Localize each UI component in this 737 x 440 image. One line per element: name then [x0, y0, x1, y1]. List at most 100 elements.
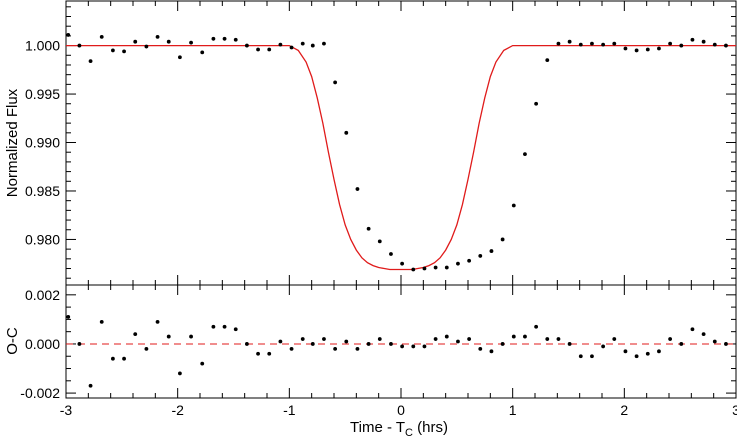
- flux-y-tick-label: 0.985: [25, 183, 60, 199]
- residual-data-point: [534, 324, 539, 329]
- residual-data-point: [166, 334, 171, 339]
- residual-data-point: [245, 342, 249, 346]
- residual-data-point: [657, 349, 661, 354]
- flux-data-point: [211, 36, 216, 41]
- flux-data-point: [88, 59, 93, 63]
- flux-data-point: [355, 187, 360, 191]
- flux-data-point: [601, 42, 606, 47]
- residual-panel-frame: [65, 284, 737, 399]
- flux-data-point: [233, 37, 238, 42]
- time-x-tick-label: 0: [397, 402, 405, 418]
- flux-data-point: [166, 39, 171, 44]
- flux-data-point: [66, 33, 71, 37]
- residual-data-point: [300, 337, 305, 341]
- flux-data-point: [634, 48, 639, 53]
- flux-data-point: [422, 266, 427, 271]
- flux-data-point: [444, 265, 449, 270]
- time-x-tick-label: 3: [732, 402, 737, 418]
- residual-data-point: [200, 361, 205, 366]
- residual-data-point: [377, 337, 382, 341]
- flux-data-point: [245, 43, 249, 48]
- flux-data-point: [333, 80, 338, 85]
- flux-data-point: [133, 39, 138, 44]
- flux-data-point: [534, 101, 539, 106]
- flux-data-point: [645, 47, 650, 52]
- flux-y-tick-label: 0.995: [25, 86, 60, 102]
- flux-y-tick-label: 0.990: [25, 135, 60, 151]
- flux-data-point: [467, 258, 472, 263]
- flux-data-point: [478, 254, 483, 258]
- flux-data-point: [200, 50, 205, 55]
- residual-data-point: [333, 346, 338, 351]
- residual-data-point: [400, 344, 405, 349]
- residual-data-point: [433, 337, 438, 341]
- residual-data-point: [556, 337, 561, 341]
- flux-data-points: [66, 33, 728, 272]
- flux-data-point: [256, 47, 260, 52]
- flux-data-point: [300, 41, 305, 46]
- residual-data-point: [322, 337, 326, 341]
- residual-data-point: [189, 334, 193, 339]
- residual-data-point: [578, 354, 583, 359]
- residual-data-point: [523, 334, 527, 339]
- residual-data-point: [712, 339, 717, 344]
- flux-data-point: [578, 42, 583, 47]
- residual-data-point: [511, 334, 516, 339]
- flux-data-point: [178, 55, 182, 60]
- flux-data-point: [400, 261, 405, 266]
- time-x-tick-labels: -3 -2 -1 0 1 2 3: [60, 402, 737, 418]
- flux-data-point: [456, 261, 460, 266]
- residual-data-point: [567, 342, 572, 346]
- flux-data-point: [366, 226, 371, 231]
- time-x-tick-label: -2: [171, 402, 184, 418]
- residual-data-point: [233, 327, 238, 332]
- residual-data-point: [467, 337, 472, 341]
- residual-data-point: [612, 337, 617, 341]
- residual-data-point: [444, 334, 449, 339]
- time-x-tick-label: -3: [60, 402, 73, 418]
- flux-panel-ticks: [65, 1, 737, 285]
- residual-panel: -0.002 0.000 0.002 -3 -2 -1 0 1 2 3 O-C Time - T…: [4, 284, 737, 439]
- flux-data-point: [377, 239, 382, 244]
- flux-data-point: [724, 43, 728, 48]
- flux-data-point: [310, 43, 315, 48]
- residual-data-point: [122, 356, 126, 361]
- flux-data-point: [155, 34, 160, 39]
- time-x-tick-label: 2: [620, 402, 628, 418]
- flux-data-point: [278, 42, 283, 47]
- flux-data-point: [267, 47, 272, 52]
- residual-data-point: [623, 349, 628, 354]
- flux-data-point: [545, 58, 550, 63]
- flux-data-point: [612, 41, 617, 46]
- residual-data-point: [355, 346, 360, 351]
- residual-data-point: [99, 319, 104, 324]
- residual-data-point: [344, 339, 349, 344]
- flux-data-point: [289, 45, 294, 50]
- flux-panel: 0.980 0.985 0.990 0.995 1.000 Normalized Flu…: [4, 0, 737, 286]
- residual-y-tick-label: 0.002: [25, 287, 60, 303]
- flux-data-point: [623, 46, 628, 51]
- flux-data-point: [411, 267, 416, 272]
- flux-data-point: [500, 237, 505, 242]
- flux-data-point: [657, 46, 661, 51]
- residual-data-point: [422, 344, 427, 349]
- residual-data-point: [256, 351, 260, 356]
- flux-data-point: [701, 39, 706, 44]
- time-x-axis-label: Time - TC (hrs): [350, 419, 448, 439]
- residual-data-point: [144, 346, 149, 351]
- residual-data-point: [66, 315, 71, 319]
- residual-y-tick-labels: -0.002 0.000 0.002: [20, 287, 60, 401]
- time-x-tick-label: 1: [509, 402, 517, 418]
- residual-data-point: [411, 344, 416, 349]
- flux-data-point: [389, 252, 393, 256]
- residual-data-point: [634, 354, 639, 359]
- flux-data-point: [344, 130, 349, 135]
- residual-data-point: [211, 324, 216, 329]
- residual-data-point: [645, 351, 650, 356]
- flux-data-point: [511, 203, 516, 208]
- residual-data-point: [178, 371, 182, 376]
- residual-data-point: [310, 342, 315, 346]
- flux-y-tick-label: 0.980: [25, 231, 60, 247]
- flux-data-point: [679, 43, 684, 48]
- flux-data-point: [556, 41, 561, 46]
